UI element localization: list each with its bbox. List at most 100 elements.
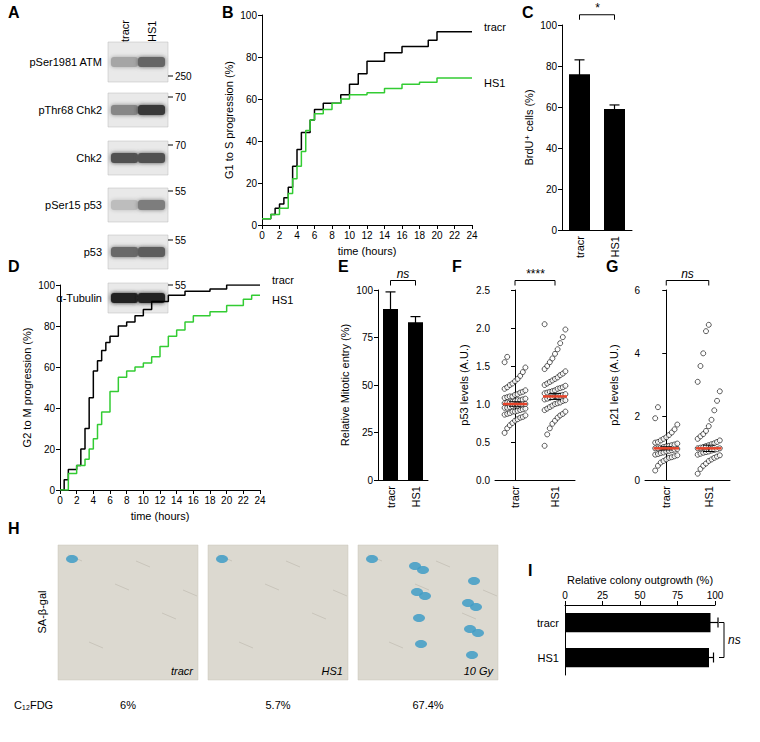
svg-text:2: 2 <box>277 230 283 241</box>
svg-text:C: C <box>522 4 534 21</box>
svg-text:1.5: 1.5 <box>476 361 490 372</box>
svg-text:*: * <box>595 1 600 15</box>
svg-text:2: 2 <box>634 411 640 422</box>
svg-text:Relative Mitotic entry (%): Relative Mitotic entry (%) <box>339 324 351 446</box>
svg-text:24: 24 <box>466 230 478 241</box>
svg-text:time (hours): time (hours) <box>338 245 397 257</box>
svg-text:5.7%: 5.7% <box>265 699 290 711</box>
svg-text:0: 0 <box>367 475 373 486</box>
svg-text:67.4%: 67.4% <box>412 699 443 711</box>
svg-text:14: 14 <box>379 230 391 241</box>
svg-text:HS1: HS1 <box>322 665 343 677</box>
svg-text:0.5: 0.5 <box>476 437 490 448</box>
svg-text:0.0: 0.0 <box>476 475 490 486</box>
svg-text:55: 55 <box>175 186 187 197</box>
svg-text:55: 55 <box>175 280 187 291</box>
svg-text:4: 4 <box>91 495 97 506</box>
svg-text:0: 0 <box>259 230 265 241</box>
svg-text:250: 250 <box>175 71 192 82</box>
svg-text:HS1: HS1 <box>703 486 715 507</box>
svg-text:20: 20 <box>221 495 233 506</box>
svg-text:tracr: tracr <box>509 486 521 508</box>
svg-text:55: 55 <box>175 235 187 246</box>
svg-text:60: 60 <box>546 102 558 113</box>
svg-text:70: 70 <box>175 140 187 151</box>
svg-text:ns: ns <box>397 267 410 281</box>
svg-text:tracr: tracr <box>171 665 194 677</box>
svg-text:HS1: HS1 <box>410 486 422 507</box>
svg-text:C₁₂FDG: C₁₂FDG <box>14 699 53 711</box>
svg-text:14: 14 <box>171 495 183 506</box>
svg-text:0: 0 <box>251 220 257 231</box>
svg-text:Relative colony outgrowth (%): Relative colony outgrowth (%) <box>567 574 713 586</box>
svg-text:20: 20 <box>44 444 56 455</box>
svg-text:60: 60 <box>246 94 258 105</box>
svg-text:80: 80 <box>546 61 558 72</box>
svg-text:tracr: tracr <box>660 486 672 508</box>
svg-text:pThr68 Chk2: pThr68 Chk2 <box>38 104 102 116</box>
svg-text:HS1: HS1 <box>484 77 505 89</box>
svg-text:100: 100 <box>707 590 724 601</box>
svg-text:α-Tubulin: α-Tubulin <box>56 292 102 304</box>
svg-text:BrdU⁺ cells (%): BrdU⁺ cells (%) <box>523 89 535 165</box>
svg-text:2.5: 2.5 <box>476 285 490 296</box>
svg-text:22: 22 <box>449 230 461 241</box>
svg-text:50: 50 <box>634 590 646 601</box>
svg-text:HS1: HS1 <box>272 294 293 306</box>
svg-text:p21 levels (A.U.): p21 levels (A.U.) <box>608 344 620 425</box>
svg-text:pSer1981 ATM: pSer1981 ATM <box>29 56 102 68</box>
svg-text:50: 50 <box>362 380 374 391</box>
svg-text:2.0: 2.0 <box>476 323 490 334</box>
svg-text:16: 16 <box>396 230 408 241</box>
svg-text:tracr: tracr <box>385 486 397 508</box>
svg-text:25: 25 <box>597 590 609 601</box>
svg-text:0: 0 <box>551 225 557 236</box>
svg-text:0: 0 <box>562 590 568 601</box>
svg-text:F: F <box>452 258 462 275</box>
svg-text:24: 24 <box>254 495 266 506</box>
svg-text:18: 18 <box>204 495 216 506</box>
svg-text:HS1: HS1 <box>146 21 158 42</box>
svg-text:Chk2: Chk2 <box>76 152 102 164</box>
svg-text:100: 100 <box>356 285 373 296</box>
svg-text:H: H <box>8 520 20 537</box>
svg-text:D: D <box>8 258 20 275</box>
svg-text:18: 18 <box>414 230 426 241</box>
svg-text:75: 75 <box>362 332 374 343</box>
svg-text:G2 to M progression (%): G2 to M progression (%) <box>21 328 33 448</box>
svg-text:20: 20 <box>246 178 258 189</box>
svg-text:SA-β-gal: SA-β-gal <box>36 590 48 633</box>
svg-text:tracr: tracr <box>537 617 559 629</box>
svg-text:HS1: HS1 <box>549 486 561 507</box>
svg-text:****: **** <box>526 267 545 281</box>
svg-text:p53 levels (A.U.): p53 levels (A.U.) <box>458 344 470 425</box>
svg-text:tracr: tracr <box>574 236 586 258</box>
svg-text:0: 0 <box>49 485 55 496</box>
svg-text:12: 12 <box>361 230 373 241</box>
svg-text:HS1: HS1 <box>609 236 621 257</box>
svg-text:100: 100 <box>540 20 557 31</box>
svg-text:6: 6 <box>312 230 318 241</box>
svg-text:6: 6 <box>634 285 640 296</box>
svg-text:10: 10 <box>344 230 356 241</box>
svg-text:20: 20 <box>431 230 443 241</box>
svg-text:ns: ns <box>728 633 741 647</box>
svg-text:6: 6 <box>107 495 113 506</box>
svg-text:A: A <box>8 4 20 21</box>
svg-text:0: 0 <box>57 495 63 506</box>
svg-text:70: 70 <box>175 92 187 103</box>
svg-text:16: 16 <box>188 495 200 506</box>
svg-text:40: 40 <box>44 403 56 414</box>
svg-text:80: 80 <box>246 52 258 63</box>
svg-text:tracr: tracr <box>119 20 131 42</box>
svg-text:G1 to S progression (%): G1 to S progression (%) <box>223 61 235 179</box>
svg-text:10 Gy: 10 Gy <box>464 665 495 677</box>
svg-text:ns: ns <box>681 267 694 281</box>
svg-text:40: 40 <box>546 143 558 154</box>
svg-text:80: 80 <box>44 321 56 332</box>
svg-text:HS1: HS1 <box>538 652 559 664</box>
svg-text:4: 4 <box>634 348 640 359</box>
svg-text:I: I <box>528 562 532 579</box>
svg-text:6%: 6% <box>120 699 136 711</box>
svg-text:8: 8 <box>329 230 335 241</box>
